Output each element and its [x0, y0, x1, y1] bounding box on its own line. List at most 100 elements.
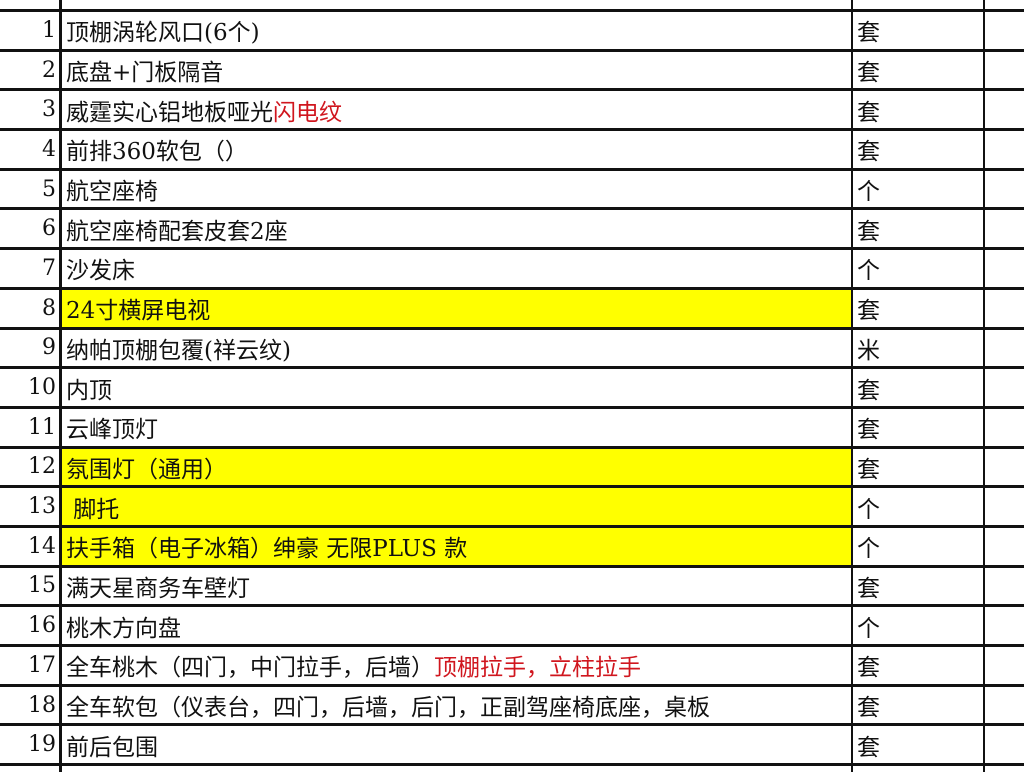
item-name: 航空座椅	[66, 179, 158, 206]
next-column-cell[interactable]	[985, 488, 1024, 525]
item-name: 24寸横屏电视	[66, 298, 211, 325]
row-number[interactable]: 6	[0, 210, 62, 248]
unit-cell[interactable]: 套	[853, 448, 985, 486]
item-name-cell[interactable]: 前排360软包（）	[62, 131, 853, 168]
unit-cell[interactable]: 个	[853, 488, 985, 525]
next-column-cell[interactable]	[985, 171, 1024, 208]
unit-cell[interactable]: 套	[853, 51, 985, 89]
unit-cell[interactable]: 个	[853, 170, 985, 208]
row-number[interactable]: 17	[0, 647, 62, 684]
unit-cell[interactable]: 套	[853, 369, 985, 406]
table-row: 12 氛围灯（通用） 套	[0, 445, 1024, 486]
unit-cell[interactable]: 套	[853, 647, 985, 684]
item-name-cell[interactable]: 桃木方向盘	[62, 607, 853, 644]
item-name: 纳帕顶棚包覆(祥云纹)	[66, 337, 291, 364]
table-row: 15 满天星商务车壁灯 套	[0, 564, 1024, 605]
table-row: 10 内顶 套	[0, 366, 1024, 406]
next-column-cell[interactable]	[985, 12, 1024, 49]
row-number[interactable]: 19	[0, 726, 62, 764]
next-column-cell[interactable]	[985, 449, 1024, 486]
item-note-red: 顶棚拉手，立柱拉手	[434, 655, 641, 682]
item-name-cell[interactable]: 24寸横屏电视	[62, 289, 853, 327]
header-row-cutoff	[0, 0, 1024, 9]
item-name: 云峰顶灯	[66, 417, 158, 444]
unit-cell[interactable]: 个	[853, 527, 985, 565]
row-number[interactable]: 16	[0, 607, 62, 644]
row-number[interactable]: 4	[0, 131, 62, 168]
unit-cell[interactable]: 套	[853, 289, 985, 327]
table-row: 1 顶棚涡轮风口(6个) 套	[0, 9, 1024, 49]
row-number[interactable]: 18	[0, 686, 62, 724]
item-name-cell[interactable]: 扶手箱（电子冰箱）绅豪 无限PLUS 款	[62, 527, 853, 565]
table-row: 13 脚托 个	[0, 485, 1024, 525]
next-column-cell[interactable]	[985, 647, 1024, 684]
next-column-cell[interactable]	[985, 131, 1024, 168]
next-column-cell[interactable]	[985, 91, 1024, 128]
item-name-cell[interactable]: 顶棚涡轮风口(6个)	[62, 12, 853, 49]
next-column-cell[interactable]	[985, 330, 1024, 367]
item-name-cell[interactable]: 威霆实心铝地板哑光 闪电纹	[62, 91, 853, 129]
unit-cell[interactable]: 套	[853, 12, 985, 49]
row-number[interactable]: 11	[0, 408, 62, 446]
row-number[interactable]: 9	[0, 329, 62, 367]
item-name-cell[interactable]: 底盘+门板隔音	[62, 51, 853, 89]
row-number[interactable]: 15	[0, 567, 62, 605]
item-name-cell[interactable]: 沙发床	[62, 250, 853, 287]
item-name: 威霆实心铝地板哑光	[66, 99, 273, 126]
unit-cell[interactable]: 个	[853, 607, 985, 644]
next-column-cell[interactable]	[985, 607, 1024, 644]
item-name-cell[interactable]: 纳帕顶棚包覆(祥云纹)	[62, 329, 853, 367]
next-column-cell[interactable]	[985, 409, 1024, 446]
item-name: 满天星商务车壁灯	[66, 575, 250, 602]
table-row: 17 全车桃木（四门，中门拉手，后墙） 顶棚拉手，立柱拉手套	[0, 644, 1024, 684]
row-number[interactable]: 7	[0, 250, 62, 287]
item-name-cell[interactable]: 云峰顶灯	[62, 408, 853, 446]
item-name-cell[interactable]: 全车软包（仪表台，四门，后墙，后门，正副驾座椅底座，桌板	[62, 686, 853, 724]
unit-cell[interactable]: 套	[853, 91, 985, 129]
row-number[interactable]: 3	[0, 91, 62, 129]
item-name-cell[interactable]: 脚托	[62, 488, 853, 525]
item-name-cell[interactable]: 前后包围	[62, 726, 853, 764]
item-name: 氛围灯（通用）	[66, 456, 227, 483]
item-name-cell[interactable]: 全车桃木（四门，中门拉手，后墙） 顶棚拉手，立柱拉手	[62, 647, 853, 684]
unit-cell[interactable]: 套	[853, 686, 985, 724]
item-name: 顶棚涡轮风口(6个)	[66, 20, 260, 47]
row-number[interactable]: 5	[0, 170, 62, 208]
unit-cell[interactable]: 米	[853, 329, 985, 367]
row-number[interactable]: 2	[0, 51, 62, 89]
item-name: 前排360软包（）	[66, 139, 248, 166]
item-name: 前后包围	[66, 734, 158, 761]
header-cell	[985, 0, 1024, 9]
item-name-cell[interactable]: 航空座椅配套皮套2座	[62, 210, 853, 248]
row-number[interactable]: 8	[0, 289, 62, 327]
unit-cell[interactable]: 套	[853, 131, 985, 168]
next-column-cell[interactable]	[985, 528, 1024, 565]
item-name: 扶手箱（电子冰箱）绅豪 无限PLUS 款	[66, 536, 468, 563]
unit-cell[interactable]: 个	[853, 250, 985, 287]
next-column-cell[interactable]	[985, 568, 1024, 605]
next-column-cell[interactable]	[985, 250, 1024, 287]
header-cell	[853, 0, 985, 9]
next-column-cell[interactable]	[985, 210, 1024, 247]
row-number[interactable]: 14	[0, 527, 62, 565]
item-name: 沙发床	[66, 258, 135, 285]
table-row: 3 威霆实心铝地板哑光 闪电纹套	[0, 88, 1024, 129]
unit-cell[interactable]: 套	[853, 210, 985, 248]
unit-cell[interactable]: 套	[853, 726, 985, 764]
header-cell	[0, 0, 62, 9]
item-name-cell[interactable]: 氛围灯（通用）	[62, 448, 853, 486]
row-number[interactable]: 12	[0, 448, 62, 486]
row-number[interactable]: 1	[0, 12, 62, 49]
next-column-cell[interactable]	[985, 369, 1024, 406]
next-column-cell[interactable]	[985, 687, 1024, 724]
row-number[interactable]: 13	[0, 488, 62, 525]
unit-cell[interactable]: 套	[853, 408, 985, 446]
row-number[interactable]: 10	[0, 369, 62, 406]
item-name-cell[interactable]: 航空座椅	[62, 170, 853, 208]
next-column-cell[interactable]	[985, 726, 1024, 763]
next-column-cell[interactable]	[985, 290, 1024, 327]
item-name-cell[interactable]: 满天星商务车壁灯	[62, 567, 853, 605]
next-column-cell[interactable]	[985, 52, 1024, 89]
item-name-cell[interactable]: 内顶	[62, 369, 853, 406]
unit-cell[interactable]: 套	[853, 567, 985, 605]
